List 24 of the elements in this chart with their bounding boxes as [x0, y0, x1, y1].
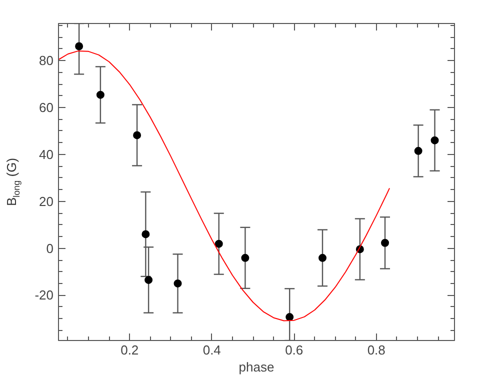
x-tick-label: 0.6 [285, 342, 304, 358]
point [214, 240, 223, 248]
point [75, 42, 84, 50]
point [144, 276, 153, 284]
point [414, 146, 422, 155]
x-tick-label: 0.4 [202, 342, 221, 358]
point [430, 136, 439, 144]
point [133, 131, 142, 140]
point [174, 279, 182, 288]
y-tick-label: 40 [39, 146, 54, 162]
x-tick-label: 0.8 [367, 342, 386, 358]
point [96, 90, 104, 99]
y-tick-label: 0 [46, 240, 54, 256]
point [142, 230, 150, 238]
point [241, 254, 250, 262]
y-tick-label: -20 [34, 288, 54, 303]
y-tick-label: 20 [39, 194, 54, 209]
x-tick-label: 0.2 [120, 342, 139, 358]
point [381, 238, 390, 247]
x-axis-title: phase [238, 360, 274, 374]
y-tick-label: 60 [39, 100, 54, 115]
y-tick-label: 80 [39, 53, 54, 68]
point [318, 254, 326, 262]
point [286, 313, 294, 322]
